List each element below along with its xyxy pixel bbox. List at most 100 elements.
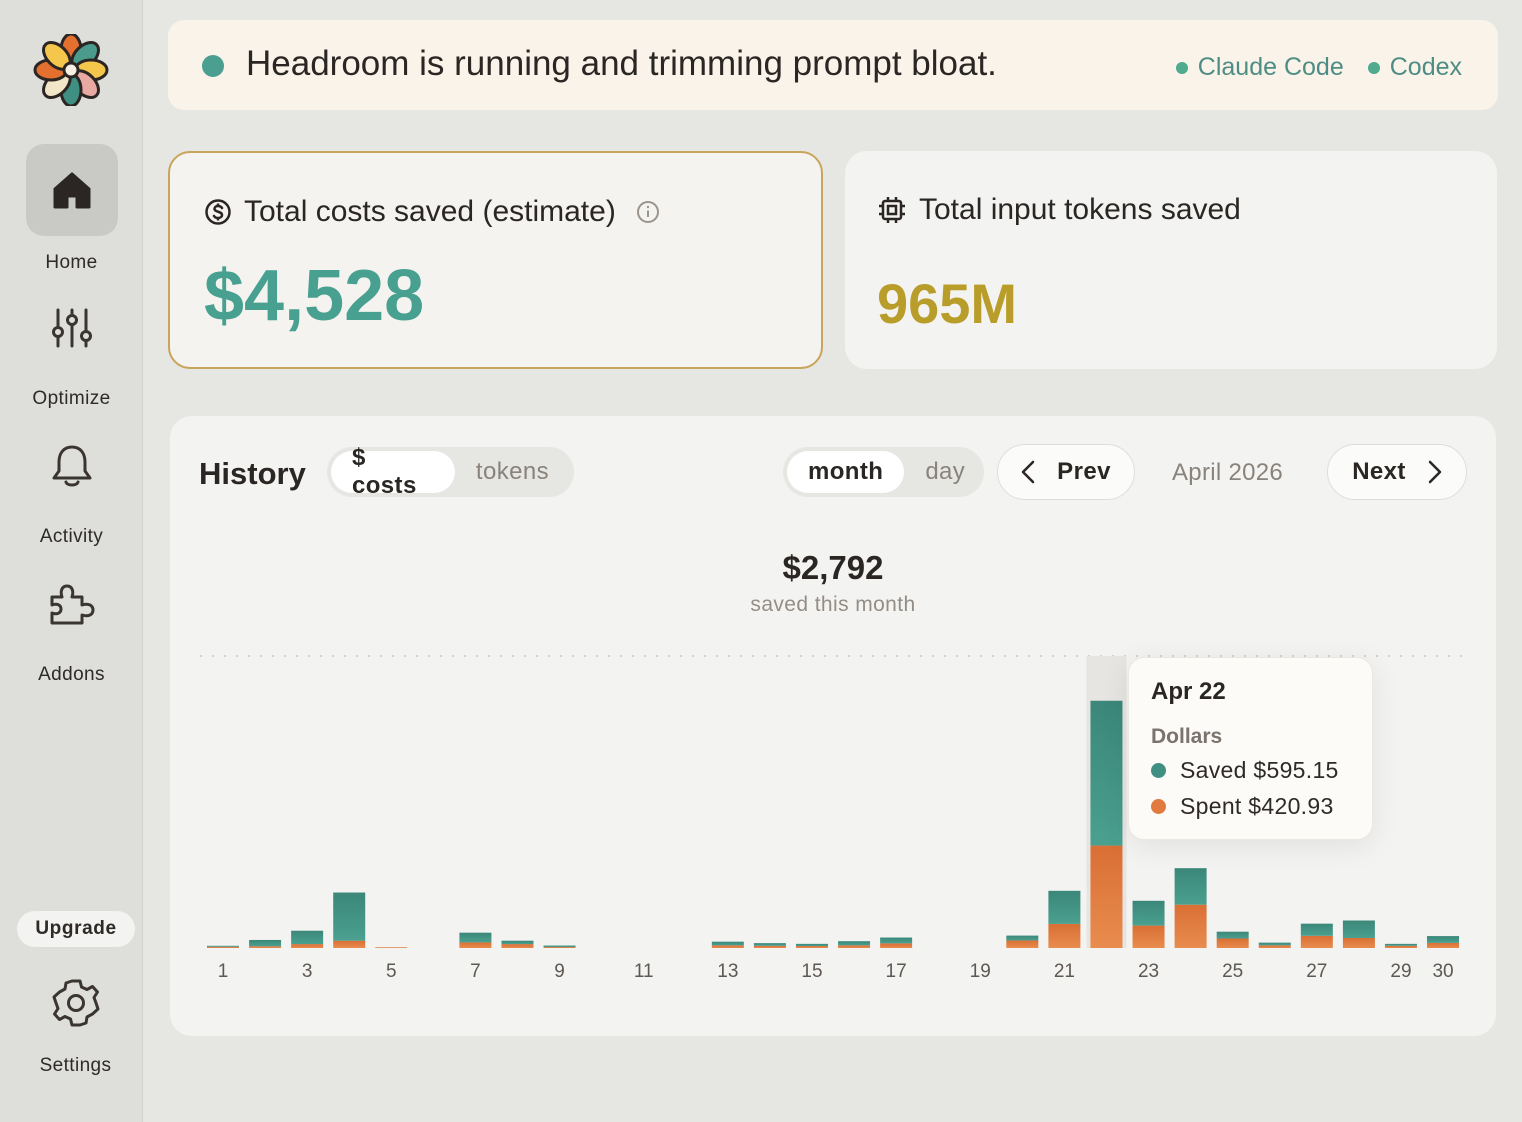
x-tick-label: 7 — [470, 961, 481, 982]
bar-spent-day-5[interactable] — [375, 947, 408, 948]
sidebar-item-addons[interactable]: Addons — [0, 558, 143, 686]
costs-saved-header: Total costs saved (estimate) — [204, 195, 660, 229]
bar-saved-day-24[interactable] — [1174, 868, 1207, 905]
prev-label: Prev — [1057, 458, 1111, 485]
bar-spent-day-25[interactable] — [1216, 938, 1249, 948]
x-tick-label: 5 — [385, 961, 397, 982]
bar-saved-day-2[interactable] — [249, 939, 282, 947]
status-dot-icon — [202, 55, 224, 77]
tooltip-row-saved: Saved $595.15 — [1151, 757, 1339, 784]
tooltip-row-spent: Spent $420.93 — [1151, 793, 1334, 820]
bar-spent-day-26[interactable] — [1258, 945, 1291, 948]
x-tick-label: 15 — [801, 961, 823, 982]
next-button[interactable]: Next — [1327, 444, 1467, 500]
spent-dot-icon — [1151, 799, 1166, 814]
range-option-month[interactable]: month — [787, 451, 905, 493]
bar-saved-day-28[interactable] — [1342, 920, 1375, 939]
bar-spent-day-8[interactable] — [501, 944, 534, 948]
bar-spent-day-1[interactable] — [207, 946, 239, 948]
x-tick-label: 23 — [1137, 961, 1160, 982]
prev-button[interactable]: Prev — [997, 444, 1135, 500]
tokens-saved-label: Total input tokens saved — [919, 193, 1241, 226]
bar-saved-day-30[interactable] — [1427, 936, 1460, 943]
bar-spent-day-3[interactable] — [291, 944, 324, 948]
bar-saved-day-1[interactable] — [207, 945, 239, 947]
agent-dot-icon — [1367, 61, 1380, 74]
sidebar-item-label: Addons — [38, 664, 105, 685]
bar-saved-day-14[interactable] — [753, 943, 786, 946]
bar-saved-day-7[interactable] — [459, 932, 492, 943]
bell-icon — [52, 445, 91, 487]
bar-spent-day-2[interactable] — [249, 946, 282, 948]
bar-spent-day-24[interactable] — [1174, 904, 1207, 948]
gear-icon — [52, 979, 99, 1027]
sidebar-item-activity[interactable]: Activity — [0, 420, 143, 548]
sidebar-item-label: Home — [45, 252, 98, 273]
period-label: April 2026 — [1172, 459, 1284, 486]
x-tick-label: 30 — [1432, 961, 1454, 982]
bar-saved-day-8[interactable] — [501, 940, 534, 945]
bar-saved-day-13[interactable] — [711, 941, 744, 946]
x-tick-label: 1 — [217, 961, 229, 982]
tooltip-spent-value: Spent $420.93 — [1180, 793, 1334, 819]
agent-label: Claude Code — [1197, 53, 1344, 81]
bar-spent-day-16[interactable] — [838, 945, 871, 948]
history-title: History — [199, 456, 306, 491]
bar-saved-day-4[interactable] — [333, 892, 366, 941]
x-tick-label: 11 — [633, 961, 654, 982]
activity-icon-tile — [26, 420, 118, 512]
bar-spent-day-30[interactable] — [1427, 942, 1460, 948]
info-icon[interactable] — [636, 200, 660, 224]
x-tick-label: 9 — [554, 961, 565, 982]
bar-spent-day-9[interactable] — [543, 947, 576, 948]
bar-saved-day-21[interactable] — [1048, 890, 1081, 924]
sidebar-item-home[interactable]: Home — [0, 144, 143, 274]
bar-spent-day-7[interactable] — [459, 942, 492, 948]
metric-option-tokens[interactable]: tokens — [475, 458, 549, 485]
bar-saved-day-3[interactable] — [291, 930, 324, 945]
next-label: Next — [1352, 458, 1406, 485]
bar-saved-day-22[interactable] — [1090, 700, 1123, 846]
chevron-left-icon — [1021, 460, 1035, 484]
bar-spent-day-22[interactable] — [1090, 845, 1123, 948]
bar-spent-day-13[interactable] — [711, 945, 744, 948]
tokens-saved-card: Total input tokens saved 965M — [845, 151, 1497, 369]
home-icon — [53, 172, 90, 209]
range-option-day[interactable]: day — [925, 458, 966, 485]
bar-spent-day-27[interactable] — [1300, 935, 1333, 948]
chip-icon — [879, 197, 905, 223]
costs-saved-label: Total costs saved (estimate) — [244, 195, 616, 228]
bar-saved-day-16[interactable] — [838, 941, 871, 946]
bar-saved-day-25[interactable] — [1216, 931, 1249, 939]
bar-spent-day-17[interactable] — [880, 943, 913, 948]
history-panel: History $ costs tokens month day Prev Ap… — [170, 416, 1496, 1036]
home-icon-tile — [25, 144, 118, 236]
range-toggle: month day — [783, 447, 984, 497]
bar-spent-day-15[interactable] — [795, 946, 828, 948]
bar-spent-day-4[interactable] — [333, 940, 366, 948]
x-tick-label: 21 — [1053, 961, 1075, 982]
bar-saved-day-26[interactable] — [1258, 942, 1291, 946]
upgrade-button[interactable]: Upgrade — [17, 911, 135, 947]
bar-spent-day-28[interactable] — [1342, 938, 1375, 948]
headroom-logo-icon — [33, 34, 109, 106]
bar-spent-day-14[interactable] — [753, 945, 786, 948]
bar-spent-day-29[interactable] — [1384, 945, 1417, 948]
costs-saved-value: $4,528 — [204, 256, 425, 336]
bar-saved-day-15[interactable] — [795, 943, 828, 947]
sidebar-item-optimize[interactable]: Optimize — [0, 282, 143, 410]
bar-saved-day-9[interactable] — [543, 945, 576, 948]
bar-saved-day-20[interactable] — [1006, 935, 1039, 941]
status-message: Headroom is running and trimming prompt … — [246, 44, 997, 83]
costs-saved-card: Total costs saved (estimate) $4,528 — [168, 151, 823, 369]
bar-saved-day-17[interactable] — [880, 937, 913, 944]
bar-saved-day-23[interactable] — [1132, 900, 1165, 926]
bar-spent-day-20[interactable] — [1006, 940, 1039, 948]
x-tick-label: 27 — [1306, 961, 1328, 982]
sidebar-item-label: Settings — [39, 1055, 112, 1076]
bar-saved-day-27[interactable] — [1300, 923, 1333, 936]
bar-saved-day-29[interactable] — [1384, 943, 1417, 946]
sidebar-item-settings[interactable]: Settings — [8, 978, 143, 1077]
bar-spent-day-21[interactable] — [1048, 923, 1081, 948]
bar-spent-day-23[interactable] — [1132, 925, 1165, 948]
